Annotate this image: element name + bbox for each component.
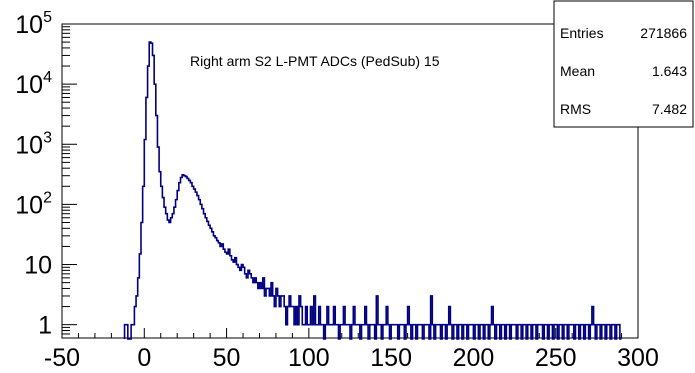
y-tick-label: 105 bbox=[15, 9, 52, 39]
stat-value-entries: 271866 bbox=[640, 25, 687, 41]
stat-label-entries: Entries bbox=[560, 25, 604, 41]
y-tick-exponent: 4 bbox=[43, 69, 52, 86]
stat-label-rms: RMS bbox=[560, 101, 591, 117]
histogram-series bbox=[123, 41, 622, 340]
y-tick-exponent: 2 bbox=[43, 189, 52, 206]
histogram-line bbox=[123, 41, 622, 340]
x-tick-label: 250 bbox=[535, 344, 577, 372]
x-tick-label: 150 bbox=[370, 344, 412, 372]
x-tick-label: 50 bbox=[213, 344, 241, 372]
y-tick-base: 10 bbox=[15, 191, 43, 219]
x-tick-label: 100 bbox=[288, 344, 330, 372]
plot-frame bbox=[61, 23, 639, 339]
y-tick-base: 1 bbox=[38, 312, 52, 340]
histogram-title: Right arm S2 L-PMT ADCs (PedSub) 15 bbox=[190, 53, 440, 69]
x-tick-label: 200 bbox=[453, 344, 495, 372]
stats-box: Entries 271866 Mean 1.643 RMS 7.482 bbox=[553, 0, 694, 128]
axis-ticks bbox=[61, 23, 639, 339]
x-tick-label: -50 bbox=[44, 344, 80, 372]
y-tick-exponent: 5 bbox=[43, 9, 52, 26]
x-tick-label: 300 bbox=[617, 344, 659, 372]
y-tick-label: 103 bbox=[15, 129, 52, 159]
y-tick-base: 10 bbox=[15, 11, 43, 39]
y-tick-base: 10 bbox=[15, 71, 43, 99]
y-tick-label: 104 bbox=[15, 69, 52, 99]
y-tick-exponent: 3 bbox=[43, 129, 52, 146]
x-tick-labels: -50 0 50 100 150 200 250 300 bbox=[44, 344, 659, 372]
y-tick-base: 10 bbox=[15, 131, 43, 159]
x-tick-label: 0 bbox=[137, 344, 151, 372]
y-tick-label: 102 bbox=[15, 189, 52, 219]
y-tick-base: 10 bbox=[24, 252, 52, 280]
stat-value-mean: 1.643 bbox=[652, 63, 687, 79]
stat-value-rms: 7.482 bbox=[652, 101, 687, 117]
y-tick-label: 10 bbox=[24, 252, 52, 280]
y-tick-label: 1 bbox=[38, 312, 52, 340]
stats-box-frame bbox=[553, 0, 694, 128]
stat-label-mean: Mean bbox=[560, 63, 595, 79]
